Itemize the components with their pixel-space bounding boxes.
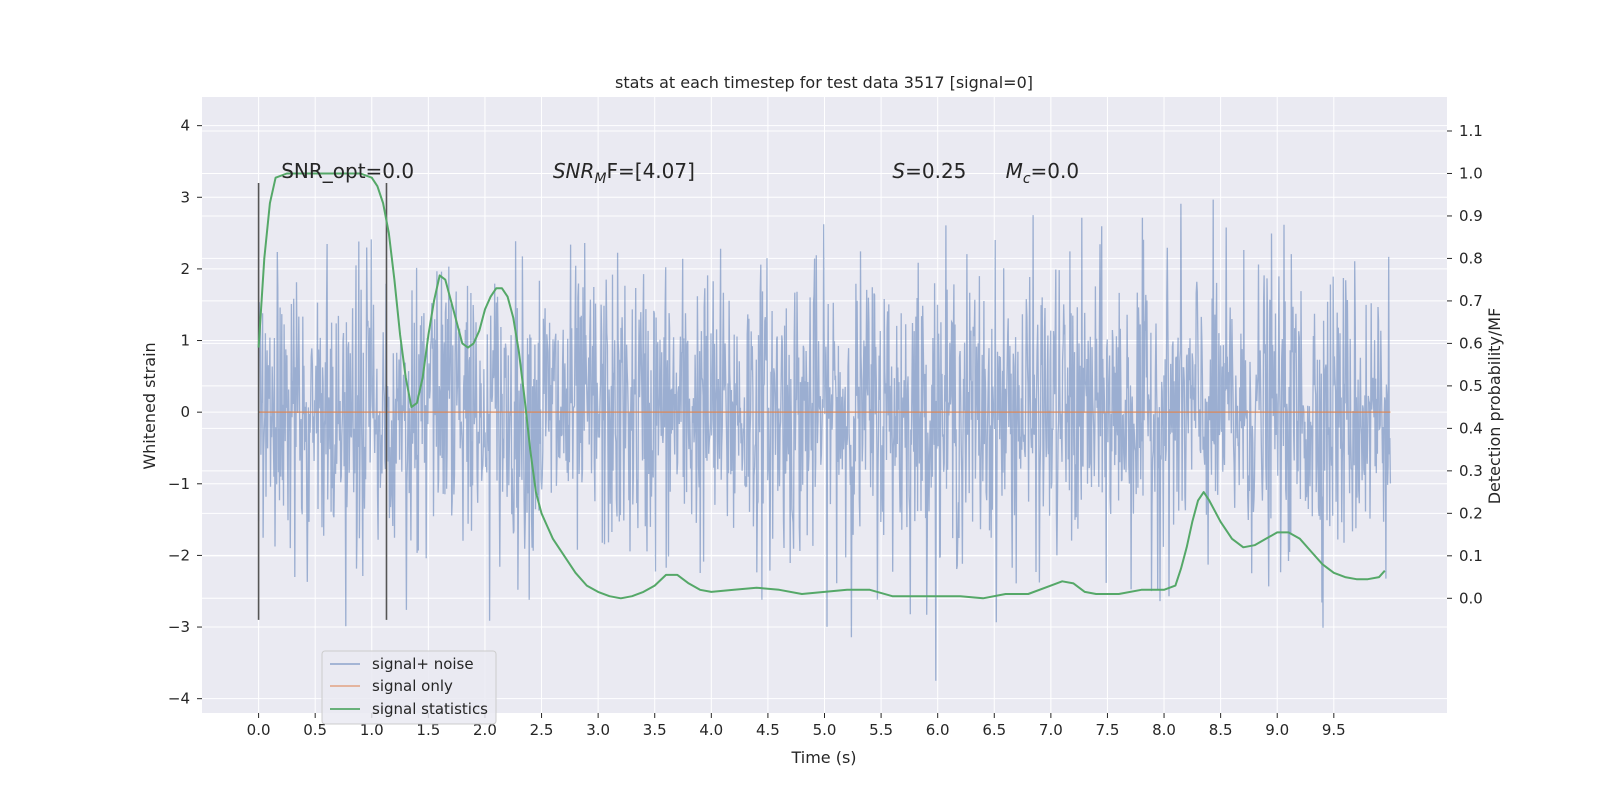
series-signal-statistics: [257, 172, 1386, 600]
y-tick-label: −2: [168, 546, 190, 564]
y-right-tick-label: 0.6: [1459, 334, 1483, 352]
x-tick-label: 3.0: [586, 721, 610, 739]
x-tick-label: 5.5: [869, 721, 893, 739]
y-right-tick-label: 1.1: [1459, 122, 1483, 140]
y-tick-label: −3: [168, 618, 190, 636]
y-tick-label: 3: [180, 188, 190, 206]
y-tick-label: −1: [168, 475, 190, 493]
y-tick-label: −4: [168, 690, 190, 708]
annotations: SNR_opt=0.0 SNRMF=[4.07] S=0.25 Mc=0.0: [281, 159, 1079, 187]
legend-box: [321, 650, 497, 725]
annotation-3: Mc=0.0: [1006, 159, 1080, 187]
annotation-2: S=0.25: [892, 159, 966, 183]
x-tick-label: 1.5: [416, 721, 440, 739]
annotation-1: SNRMF=[4.07]: [553, 159, 695, 187]
y-right-tick-label: 0.8: [1459, 249, 1483, 267]
signal-statistics-line: [257, 172, 1386, 600]
x-tick-label: 7.0: [1039, 721, 1063, 739]
x-tick-label: 0.0: [247, 721, 271, 739]
x-tick-label: 6.0: [926, 721, 950, 739]
noise-line: [257, 199, 1392, 681]
x-tick-label: 9.0: [1265, 721, 1289, 739]
x-axis-ticks: 0.0 0.5 1.0 1.5 2.0 2.5 3.0 3.5 4.0 4.5 5.0 5.5 6.0 6…: [247, 713, 1346, 739]
y-tick-label: 0: [180, 403, 190, 421]
y-axis-ticks: −4 −3 −2 −1 0 1 2 3 4: [168, 117, 202, 708]
legend-label-signal-noise: signal+ noise: [372, 655, 474, 673]
x-tick-label: 6.5: [982, 721, 1006, 739]
x-tick-label: 4.5: [756, 721, 780, 739]
y-tick-label: 4: [180, 117, 190, 135]
x-tick-label: 2.0: [473, 721, 497, 739]
legend-label-signal-only: signal only: [372, 677, 453, 695]
x-tick-label: 5.0: [813, 721, 837, 739]
y-right-tick-label: 0.2: [1459, 504, 1483, 522]
x-tick-label: 3.5: [643, 721, 667, 739]
y-right-tick-label: 1.0: [1459, 164, 1483, 182]
y-right-tick-label: 0.5: [1459, 377, 1483, 395]
y-axis-right-label: Detection probability/MF: [1485, 308, 1504, 505]
y-right-tick-label: 0.1: [1459, 547, 1483, 565]
legend-label-signal-statistics: signal statistics: [372, 700, 488, 718]
x-tick-label: 9.5: [1322, 721, 1346, 739]
x-axis-label: Time (s): [790, 748, 856, 767]
y-right-tick-label: 0.7: [1459, 292, 1483, 310]
x-tick-label: 4.0: [699, 721, 723, 739]
y-right-tick-label: 0.0: [1459, 589, 1483, 607]
vertical-markers: [257, 182, 388, 620]
x-tick-label: 7.5: [1096, 721, 1120, 739]
x-tick-label: 1.0: [360, 721, 384, 739]
x-tick-label: 8.5: [1209, 721, 1233, 739]
y-axis-right-ticks: 0.0 0.1 0.2 0.3 0.4 0.5 0.6 0.7 0.8 0.9 1.0 1.1: [1447, 122, 1483, 607]
legend: signal+ noise signal only signal statist…: [321, 650, 497, 725]
y-tick-label: 1: [180, 332, 190, 350]
y-tick-label: 2: [180, 260, 190, 278]
x-tick-label: 2.5: [530, 721, 554, 739]
y-right-tick-label: 0.9: [1459, 207, 1483, 225]
x-tick-label: 0.5: [303, 721, 327, 739]
chart-title: stats at each timestep for test data 351…: [615, 73, 1033, 92]
annotation-0: SNR_opt=0.0: [281, 159, 414, 183]
y-right-tick-label: 0.4: [1459, 419, 1483, 437]
y-axis-label: Whitened strain: [140, 342, 159, 469]
x-tick-label: 8.0: [1152, 721, 1176, 739]
series-signal-noise: [257, 199, 1392, 681]
y-right-tick-label: 0.3: [1459, 462, 1483, 480]
